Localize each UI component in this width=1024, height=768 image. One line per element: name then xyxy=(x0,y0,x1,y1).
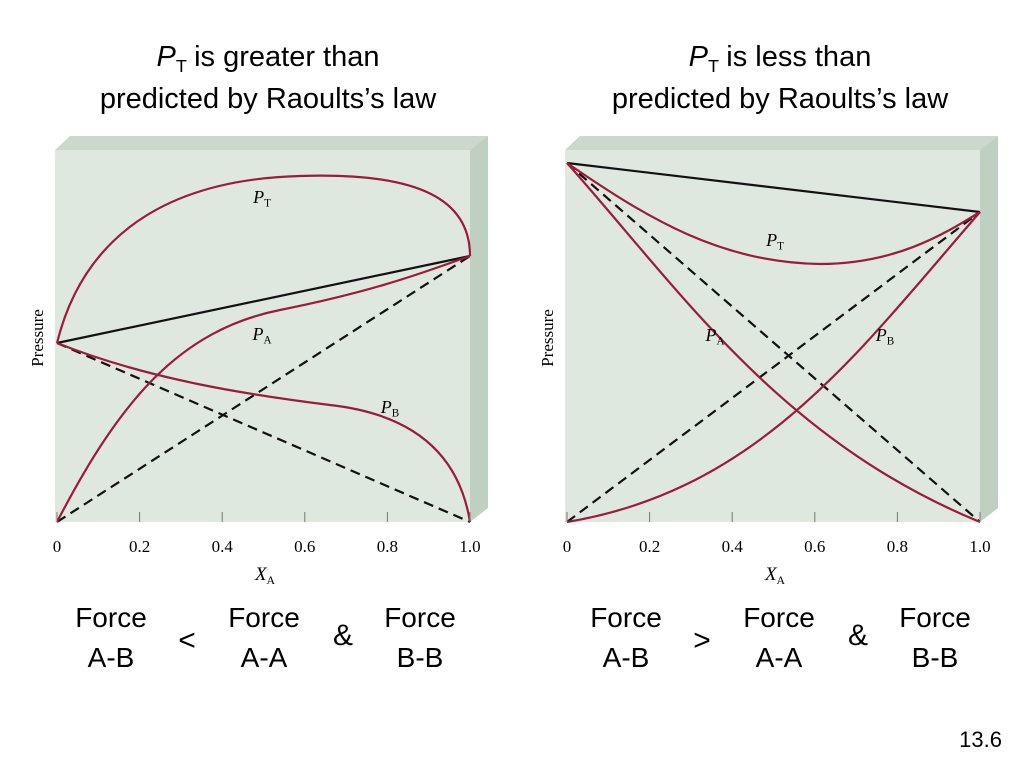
curve-pt xyxy=(566,162,981,266)
panel-title: PT is greater than xyxy=(157,41,380,76)
symbol: P xyxy=(704,325,716,345)
force-pair: A-B xyxy=(88,642,135,673)
x-tick-label: 0.8 xyxy=(377,537,398,556)
x-tick-label: 0.2 xyxy=(639,537,660,556)
title-text: is less than xyxy=(726,41,871,73)
x-tick-label: 1.0 xyxy=(459,537,480,556)
panel-title-line2: predicted by Raoults’s law xyxy=(100,83,437,115)
subscript: A xyxy=(777,574,786,587)
curve-label: PA xyxy=(704,325,724,348)
force-pair: A-A xyxy=(756,642,803,673)
curve-label: PT xyxy=(252,187,271,210)
comparison-operator: < xyxy=(178,624,196,657)
force-label: Force xyxy=(228,602,300,633)
curve-pb xyxy=(56,341,472,523)
symbol: P xyxy=(765,230,777,250)
force-label: Force xyxy=(384,602,456,633)
title-text: is greater than xyxy=(194,41,379,73)
x-tick-label: 0 xyxy=(53,537,62,556)
y-axis-label: Pressure xyxy=(538,309,557,367)
raoult-a xyxy=(56,255,471,523)
raoult-total xyxy=(56,254,471,345)
curve-label: PB xyxy=(875,325,894,348)
curve-label: PA xyxy=(251,324,271,347)
plot-bevel xyxy=(565,136,998,150)
subscript: A xyxy=(267,574,276,587)
raoult-a xyxy=(566,162,981,523)
curve-pb xyxy=(566,211,981,524)
raoult-b xyxy=(56,341,471,524)
subscript: T xyxy=(176,56,187,76)
x-tick-label: 1.0 xyxy=(969,537,990,556)
right-curves xyxy=(566,161,981,524)
comparison-operator: > xyxy=(693,624,711,657)
x-axis-label: XA xyxy=(764,564,786,587)
symbol: P xyxy=(157,41,177,73)
x-tick-label: 0.6 xyxy=(804,537,825,556)
raoult-b xyxy=(566,211,981,523)
plot-side xyxy=(470,136,488,522)
symbol: P xyxy=(252,187,264,207)
x-axis-label: XA xyxy=(254,564,276,587)
subscript: B xyxy=(887,336,894,348)
curve-pa xyxy=(566,162,981,524)
curve-label: PB xyxy=(380,397,399,420)
joiner: & xyxy=(333,619,353,652)
force-label: Force xyxy=(899,602,971,633)
raoult-total xyxy=(566,161,981,214)
left-curves xyxy=(55,174,472,524)
subscript: T xyxy=(264,198,271,210)
curve-pa xyxy=(56,254,471,523)
symbol: P xyxy=(689,41,709,73)
force-label: Force xyxy=(75,602,147,633)
subscript: T xyxy=(708,56,719,76)
x-tick-label: 0.4 xyxy=(722,537,744,556)
force-pair: B-B xyxy=(912,642,959,673)
force-label: Force xyxy=(590,602,662,633)
panel-title: PT is less than xyxy=(689,41,872,76)
plot-bevel xyxy=(55,136,488,150)
y-axis-label: Pressure xyxy=(28,309,47,367)
subscript: B xyxy=(392,408,399,420)
x-tick-label: 0.2 xyxy=(129,537,150,556)
slide-number: 13.6 xyxy=(959,727,1002,752)
x-tick-label: 0.8 xyxy=(887,537,908,556)
subscript: A xyxy=(716,336,724,348)
symbol: X xyxy=(764,564,778,585)
plot-area xyxy=(565,150,980,522)
plot-area xyxy=(55,150,470,522)
x-tick-label: 0.4 xyxy=(212,537,234,556)
force-pair: B-B xyxy=(397,642,444,673)
symbol: P xyxy=(251,324,263,344)
subscript: A xyxy=(263,335,271,347)
plot-side xyxy=(980,136,998,522)
subscript: T xyxy=(777,241,784,253)
force-label: Force xyxy=(743,602,815,633)
symbol: X xyxy=(254,564,268,585)
symbol: P xyxy=(875,325,887,345)
x-tick-label: 0.6 xyxy=(294,537,315,556)
force-pair: A-B xyxy=(603,642,650,673)
panel-title-line2: predicted by Raoults’s law xyxy=(612,83,949,115)
joiner: & xyxy=(848,619,868,652)
curve-label: PT xyxy=(765,230,784,253)
x-tick-label: 0 xyxy=(563,537,572,556)
symbol: P xyxy=(380,397,392,417)
force-pair: A-A xyxy=(241,642,288,673)
curve-pt xyxy=(55,174,472,344)
